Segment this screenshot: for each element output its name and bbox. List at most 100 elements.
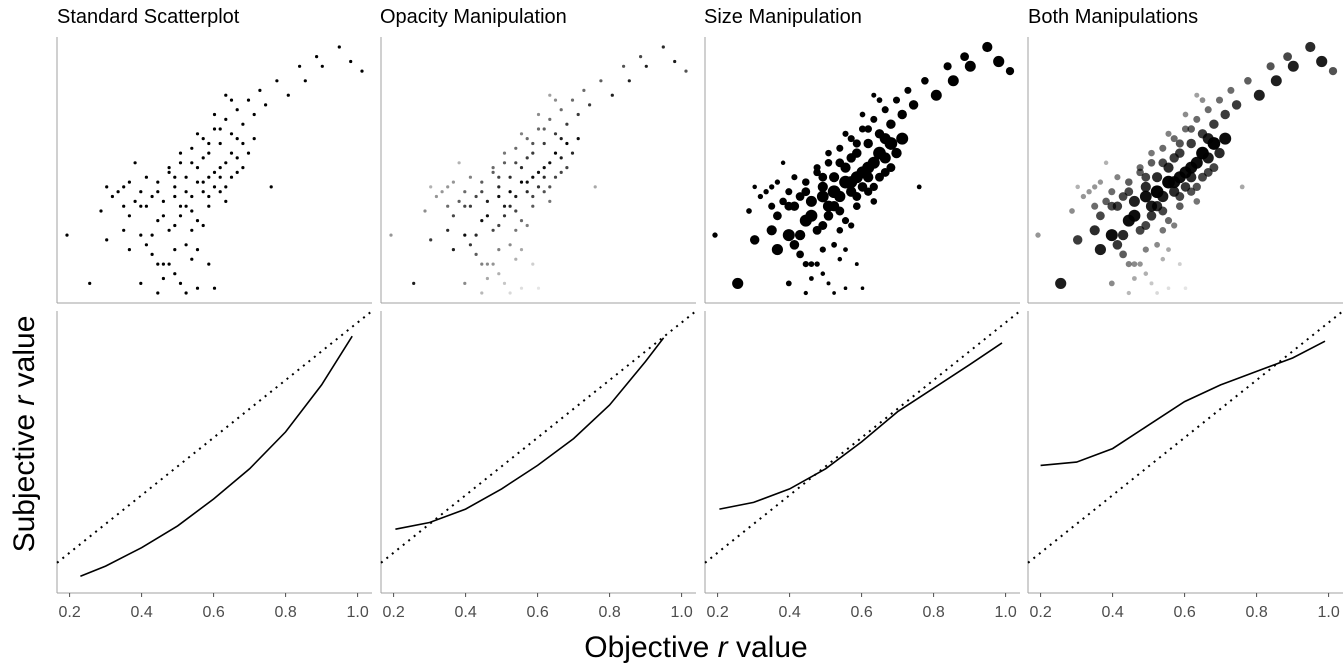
scatter-point bbox=[1193, 115, 1201, 123]
scatter-point bbox=[491, 262, 495, 266]
scatter-point bbox=[235, 108, 239, 112]
scatter-point bbox=[485, 276, 489, 281]
scatter-point bbox=[1199, 97, 1206, 103]
scatter-point bbox=[150, 233, 154, 237]
scatter-point bbox=[831, 241, 837, 248]
scatter-point bbox=[429, 185, 433, 189]
scatter-point bbox=[116, 190, 120, 194]
scatter-point bbox=[873, 146, 886, 160]
scatter-point bbox=[1005, 66, 1015, 76]
scatter-point bbox=[1214, 147, 1225, 159]
scatter-point bbox=[133, 199, 137, 203]
scatter-point bbox=[150, 194, 154, 199]
scatter-point bbox=[892, 96, 901, 104]
scatter-point bbox=[127, 214, 131, 218]
scatter-point bbox=[139, 281, 143, 285]
scatter-point bbox=[1126, 290, 1131, 296]
scatter-point bbox=[1092, 184, 1098, 190]
scatter-point bbox=[519, 166, 524, 170]
scatter-point bbox=[156, 180, 160, 184]
scatter-point bbox=[514, 161, 518, 165]
scatter-point bbox=[1169, 186, 1180, 197]
scatter-point bbox=[519, 180, 524, 184]
scatter-point bbox=[1142, 246, 1149, 253]
x-tick-label: 0.4 bbox=[130, 604, 152, 621]
scatter-point bbox=[1173, 171, 1186, 184]
scatter-point bbox=[207, 262, 211, 266]
scatter-point bbox=[746, 208, 752, 214]
x-tick-label: 0.4 bbox=[1101, 604, 1123, 621]
scatter-point bbox=[1160, 256, 1166, 262]
scatter-point bbox=[1125, 261, 1132, 268]
scatter-point bbox=[298, 64, 302, 68]
scatter-point bbox=[178, 151, 183, 155]
scatter-point bbox=[531, 141, 535, 146]
scatter-point bbox=[519, 286, 524, 290]
scatter-point bbox=[468, 175, 472, 179]
scatter-point bbox=[1164, 217, 1173, 225]
scatter-point bbox=[207, 141, 211, 146]
scatter-point bbox=[320, 64, 324, 68]
scatter-point bbox=[836, 226, 844, 234]
scatter-point bbox=[508, 190, 512, 194]
scatter-point bbox=[1124, 187, 1134, 197]
scatter-point bbox=[190, 257, 194, 261]
scatter-point bbox=[673, 59, 677, 64]
scatter-point bbox=[805, 195, 817, 207]
scatter-point bbox=[190, 228, 194, 232]
scatter-point bbox=[661, 45, 665, 49]
scatter-point bbox=[212, 170, 217, 174]
scatter-point bbox=[627, 79, 631, 83]
scatter-point bbox=[1169, 153, 1179, 163]
scatter-point bbox=[548, 161, 552, 165]
scatter-point bbox=[463, 204, 467, 208]
scatter-point bbox=[1182, 111, 1189, 118]
scatter-point bbox=[508, 175, 512, 179]
scatter-point bbox=[1185, 161, 1198, 174]
x-tick-label: 1.0 bbox=[346, 604, 368, 621]
scatter-point bbox=[1151, 201, 1163, 212]
scatter-point bbox=[497, 248, 501, 252]
scatter-point bbox=[880, 167, 890, 177]
scatter-point bbox=[1035, 232, 1041, 238]
scatter-point bbox=[235, 137, 239, 141]
scatter-point bbox=[1055, 277, 1067, 289]
scatter-point bbox=[881, 106, 889, 114]
scatter-point bbox=[497, 175, 501, 179]
scatter-point bbox=[480, 219, 484, 223]
identity-reference-line-both bbox=[1027, 310, 1344, 564]
scatter-point bbox=[904, 86, 912, 94]
scatter-point bbox=[1154, 241, 1160, 248]
scatter-point bbox=[852, 139, 861, 148]
scatter-point bbox=[195, 248, 200, 252]
scatter-point bbox=[1080, 193, 1087, 200]
scatter-point bbox=[852, 202, 861, 211]
scatter-point bbox=[570, 151, 575, 155]
scatter-point bbox=[809, 276, 814, 281]
scatter-point bbox=[1125, 178, 1133, 186]
scatter-point bbox=[246, 98, 251, 102]
scatter-point bbox=[897, 109, 907, 120]
scatter-point bbox=[993, 55, 1005, 68]
scatter-point bbox=[1231, 100, 1242, 110]
scatter-point bbox=[173, 272, 177, 276]
scatter-point bbox=[1150, 185, 1164, 199]
scatter-point bbox=[1107, 201, 1117, 211]
scatter-point bbox=[514, 194, 518, 199]
scatter-point bbox=[771, 244, 783, 256]
scatter-point bbox=[502, 214, 507, 218]
scatter-point bbox=[480, 291, 484, 295]
scatter-point bbox=[99, 209, 103, 213]
scatter-point bbox=[110, 194, 114, 199]
scatter-point bbox=[144, 175, 148, 179]
scatter-point bbox=[1162, 175, 1175, 189]
scatter-point bbox=[1158, 158, 1168, 168]
scatter-point bbox=[161, 199, 165, 203]
scatter-point bbox=[559, 170, 563, 174]
scatter-point bbox=[258, 88, 262, 92]
scatter-point bbox=[1155, 291, 1159, 295]
scatter-point bbox=[1196, 146, 1209, 160]
scatter-point bbox=[525, 156, 529, 160]
scatter-point bbox=[921, 77, 929, 85]
scatter-point bbox=[832, 291, 836, 295]
